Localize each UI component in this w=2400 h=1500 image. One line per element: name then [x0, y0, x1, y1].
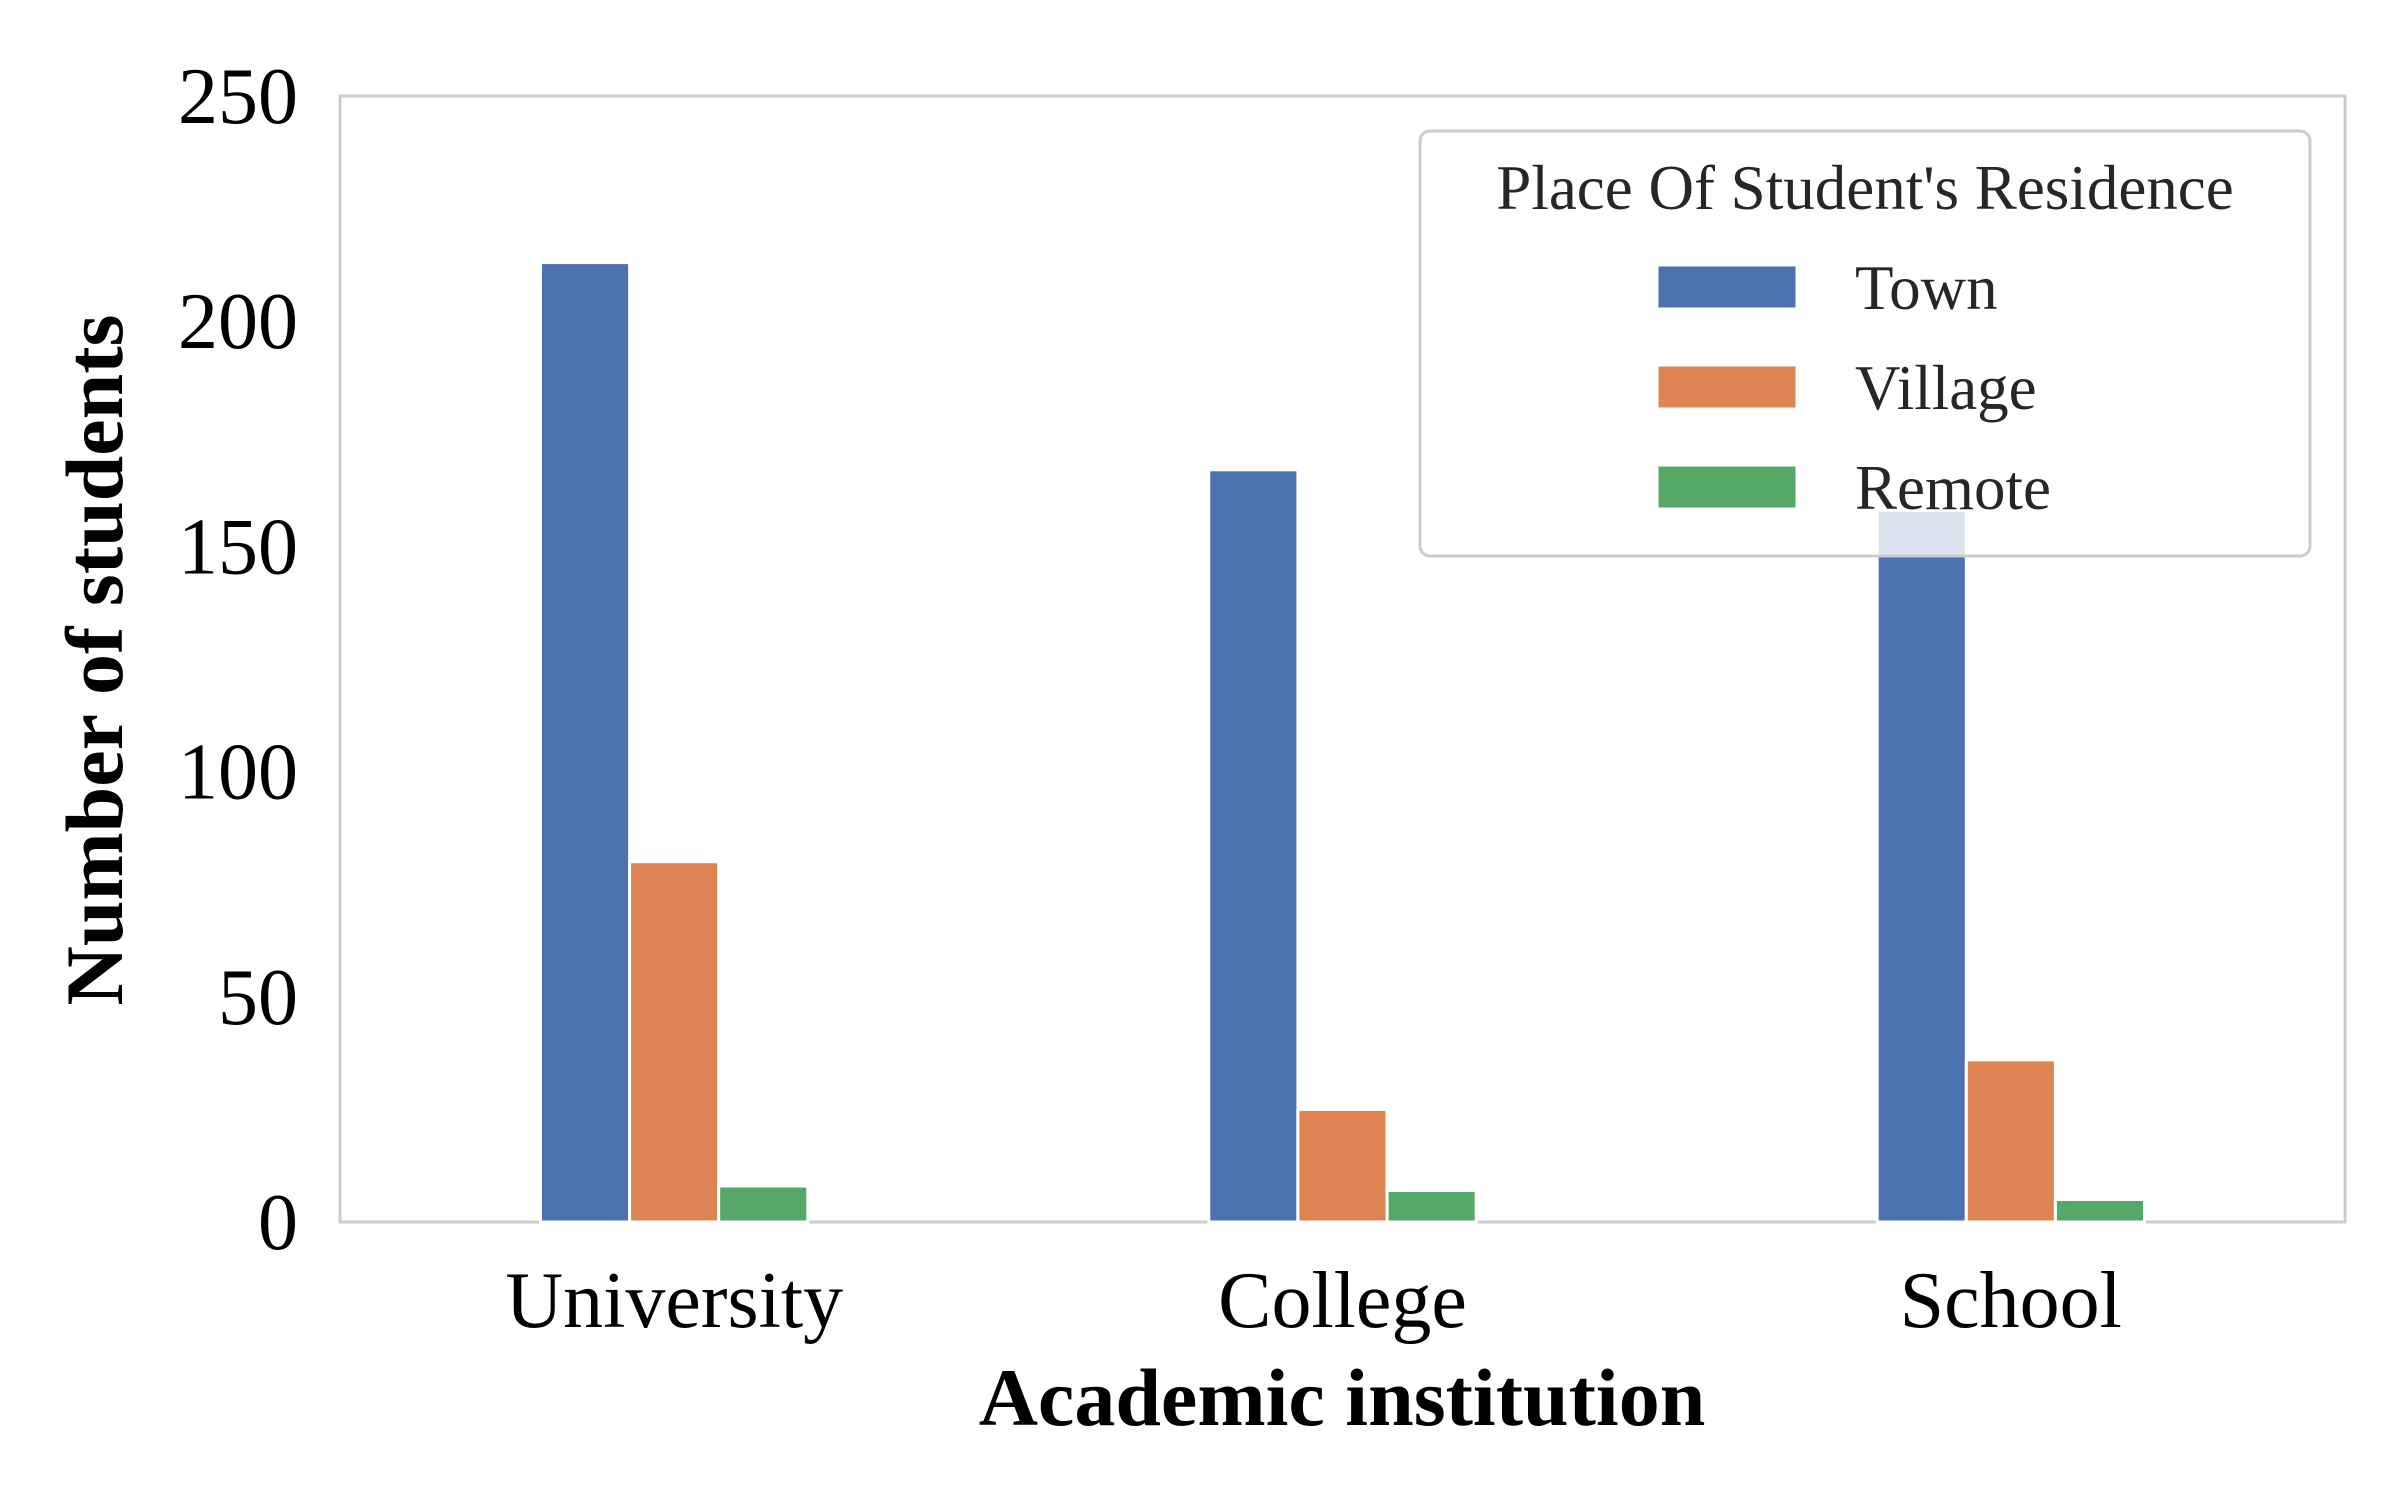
y-axis-title: Number of students [49, 315, 140, 1006]
legend-swatch-remote [1655, 463, 1799, 511]
x-tick-label: School [1900, 1257, 2122, 1345]
bar-college-town [1207, 468, 1300, 1224]
bar-college-remote [1385, 1189, 1478, 1224]
legend-swatch-village [1655, 363, 1799, 411]
legend: Place Of Student's Residence Town Village… [1418, 129, 2312, 558]
legend-label-village: Village [1855, 353, 2037, 423]
bar-university-village [628, 860, 721, 1224]
y-tick-label: 0 [258, 1179, 298, 1267]
legend-swatch-town [1655, 263, 1799, 311]
x-axis-ticks: University College School [505, 1257, 2122, 1345]
bar-school-remote [2053, 1198, 2146, 1224]
x-tick-label: University [505, 1257, 843, 1345]
y-tick-label: 200 [178, 278, 298, 366]
bar-school-town [1875, 508, 1968, 1224]
legend-title: Place Of Student's Residence [1496, 153, 2233, 223]
legend-frame [1418, 129, 2312, 558]
y-axis-ticks: 0 50 100 150 200 250 [178, 53, 298, 1267]
bar-university-town [539, 261, 632, 1224]
legend-items: Town Village Remote [1655, 253, 2051, 523]
x-tick-label: College [1218, 1257, 1467, 1345]
y-tick-label: 150 [178, 503, 298, 591]
bars-layer [539, 261, 2146, 1224]
y-tick-label: 50 [218, 954, 298, 1042]
y-tick-label: 250 [178, 53, 298, 141]
bar-university-remote [717, 1184, 810, 1224]
legend-label-town: Town [1855, 253, 1998, 323]
y-tick-label: 100 [178, 729, 298, 817]
bar-school-village [1964, 1058, 2057, 1224]
bar-college-village [1296, 1107, 1389, 1224]
legend-label-remote: Remote [1855, 453, 2051, 523]
x-axis-title: Academic institution [979, 1352, 1706, 1443]
